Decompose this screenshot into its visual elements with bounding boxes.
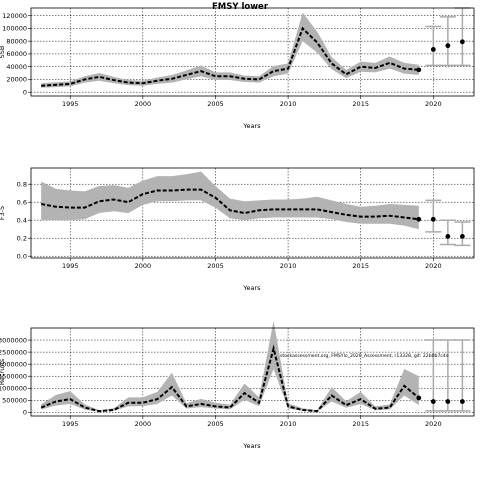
- y-tick-label: 3000000: [0, 336, 27, 344]
- confidence-band: [41, 171, 419, 230]
- forecast-point: [445, 234, 451, 239]
- y-tick-label: 0.0: [17, 253, 27, 261]
- y-tick-label: 0.8: [17, 181, 27, 189]
- data-point: [416, 216, 422, 222]
- x-tick-label: 2015: [352, 262, 369, 270]
- y-tick-label: 0.4: [17, 217, 27, 225]
- y-tick-label: 0: [23, 88, 27, 96]
- x-tick-label: 2000: [135, 100, 152, 108]
- forecast-point: [459, 234, 465, 239]
- y-tick-label: 2500000: [0, 348, 27, 356]
- forecast-point: [459, 399, 465, 404]
- confidence-band: [41, 320, 419, 412]
- x-tick-label: 2010: [280, 100, 297, 108]
- data-point: [416, 67, 422, 73]
- y-tick-label: 100000: [2, 25, 27, 33]
- y-tick-label: 0.2: [17, 235, 27, 243]
- x-tick-label: 2000: [135, 262, 152, 270]
- forecast-point: [459, 39, 465, 45]
- forecast-point: [430, 47, 436, 52]
- x-tick-label: 2005: [207, 100, 224, 108]
- y-tick-label: 60000: [6, 50, 27, 58]
- y-axis-title: Recruits: [0, 358, 6, 385]
- y-tick-label: 0: [23, 409, 27, 417]
- forecast-point: [445, 399, 451, 404]
- y-axis-title: SSB: [0, 46, 6, 59]
- y-tick-label: 1500000: [0, 373, 27, 381]
- y-tick-label: 2000000: [0, 360, 27, 368]
- forecast-point: [430, 399, 436, 404]
- forecast-point: [445, 43, 451, 49]
- x-axis-title: Years: [242, 442, 261, 450]
- y-axis-title: F3-5: [0, 206, 6, 220]
- y-tick-label: 120000: [2, 12, 27, 20]
- figure-title: FMSY lower: [212, 2, 269, 12]
- x-tick-label: 1995: [62, 100, 79, 108]
- x-tick-label: 2015: [352, 100, 369, 108]
- data-point: [416, 395, 422, 401]
- plot-frame: [30, 327, 475, 417]
- estimate-line: [41, 26, 419, 87]
- y-tick-label: 20000: [6, 76, 27, 84]
- x-tick-label: 2020: [425, 100, 442, 108]
- x-tick-label: 2000: [135, 420, 152, 428]
- x-tick-label: 2020: [425, 420, 442, 428]
- estimate-line: [40, 344, 420, 413]
- x-tick-label: 2010: [280, 262, 297, 270]
- x-tick-label: 1995: [62, 262, 79, 270]
- estimate-line: [40, 188, 419, 221]
- y-tick-label: 80000: [6, 37, 27, 45]
- watermark-text: stockassessment.org, FMSYlo_2020_Assessm…: [280, 353, 449, 359]
- x-tick-label: 2015: [352, 420, 369, 428]
- forecast-point: [430, 216, 436, 222]
- x-tick-label: 2020: [425, 262, 442, 270]
- panels: 1995 2000 2005 2010 2015 20200200004000060000…: [0, 7, 475, 450]
- x-tick-label: 2005: [207, 420, 224, 428]
- y-tick-label: 0.6: [17, 199, 27, 207]
- x-tick-label: 1995: [62, 420, 79, 428]
- panel-ssb: 1995 2000 2005 2010 2015 2020 0 20000 40000 60000…: [0, 7, 475, 130]
- y-tick-label: 1000000: [0, 385, 27, 393]
- x-axis-title: Years: [242, 122, 261, 130]
- x-tick-label: 2005: [207, 262, 224, 270]
- panel-f: 1995 2000 2005 2010 2015 2020 0.0 0.2 0.4 0.6 0.8 Y…: [0, 167, 475, 292]
- plot-frame: [30, 7, 475, 97]
- x-tick-label: 2010: [280, 420, 297, 428]
- y-tick-label: 500000: [2, 397, 27, 405]
- x-axis-title: Years: [242, 284, 261, 292]
- y-tick-label: 40000: [6, 63, 27, 71]
- plot-frame: [30, 167, 475, 259]
- panel-recruits: 1995 2000 2005 2010 2015 2020 0 500000 1000000 15…: [0, 320, 475, 450]
